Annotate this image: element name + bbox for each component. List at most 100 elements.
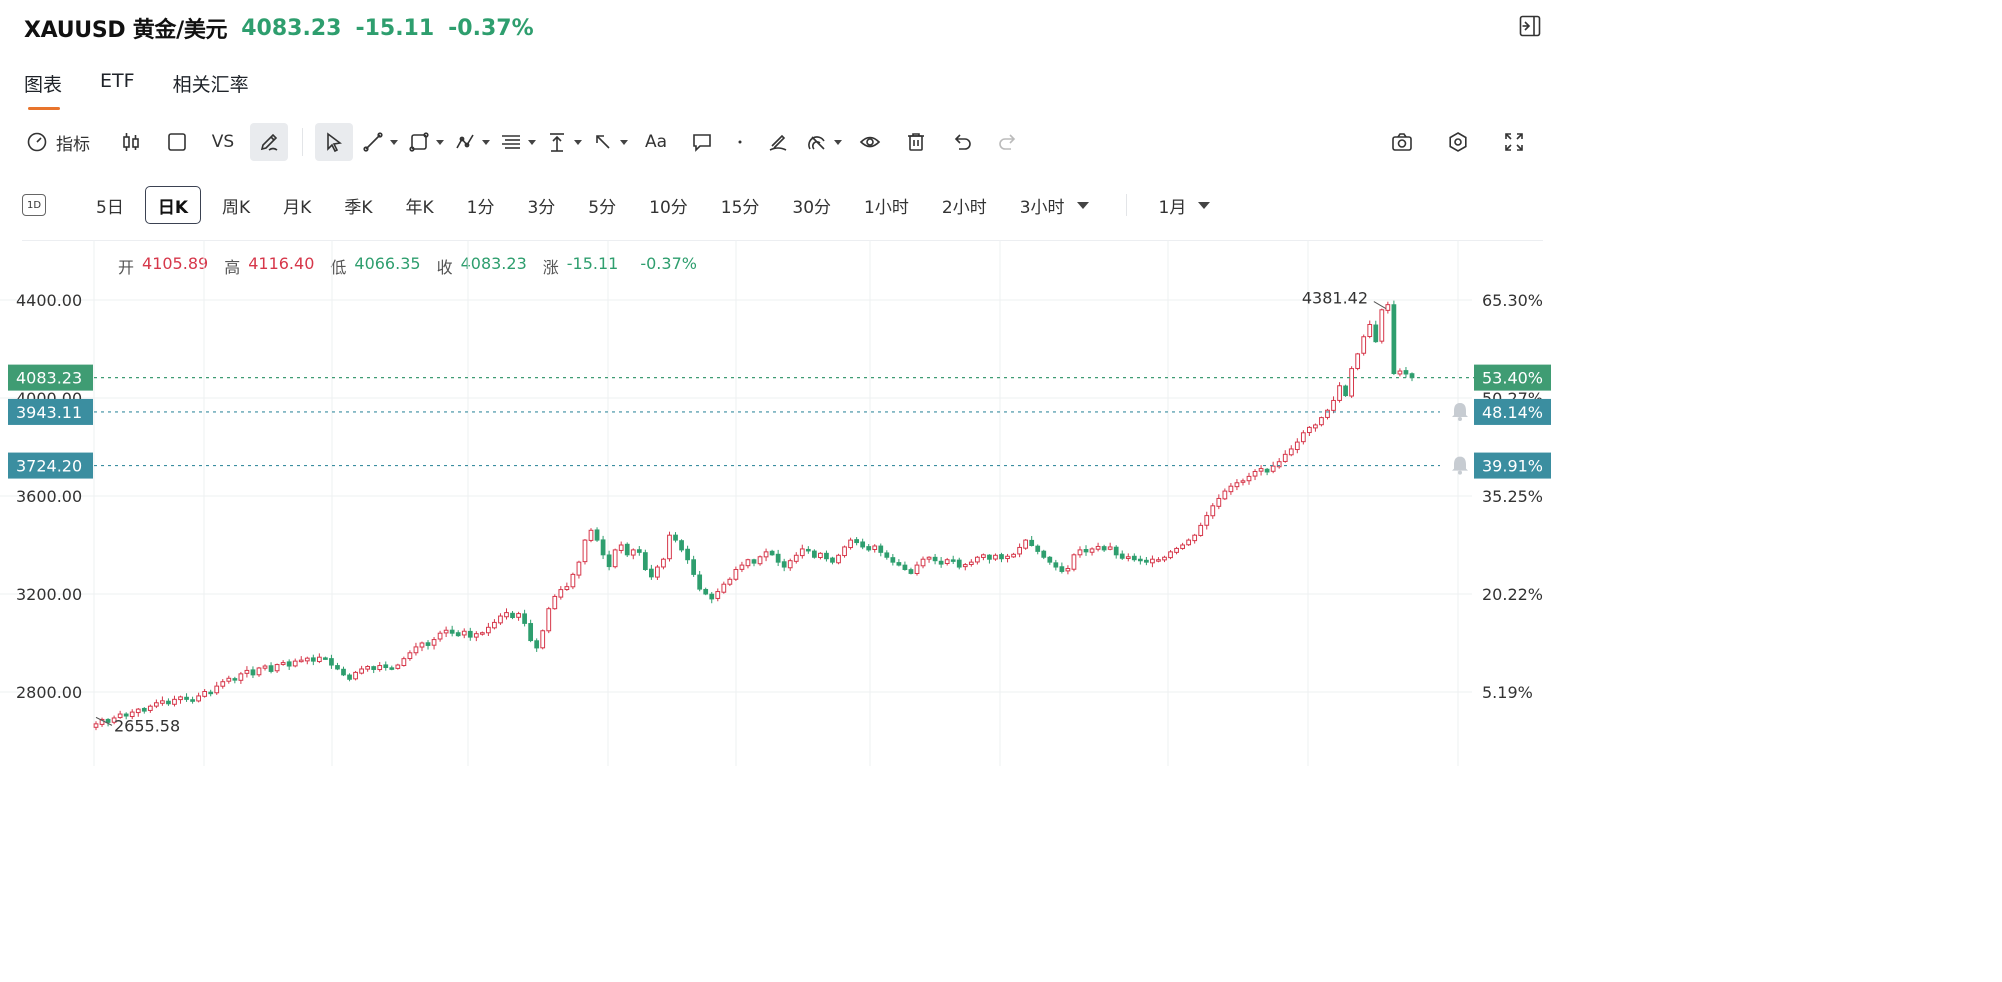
period-10min[interactable]: 10分 xyxy=(649,197,688,218)
visibility-tool[interactable] xyxy=(851,123,889,161)
candle-body xyxy=(1059,566,1065,572)
candle-body xyxy=(950,559,956,562)
alert-pct-tag-bg xyxy=(1474,398,1551,425)
pct-axis-tick-label: 35.25% xyxy=(1482,487,1543,506)
trend-line-icon xyxy=(363,132,383,152)
candlestick-chart[interactable]: 4400.00 65.30%4000.00 50.27%3600.00 35.25%3… xyxy=(0,240,1561,766)
magnet-tool[interactable] xyxy=(805,123,843,161)
range-dropdown[interactable]: 1月 xyxy=(1147,186,1223,224)
period-quarterly[interactable]: 季K xyxy=(344,197,373,218)
candle-body xyxy=(135,708,141,714)
candle-body xyxy=(214,685,220,694)
period-monthly[interactable]: 月K xyxy=(283,197,312,218)
change-pct-value: -0.37% xyxy=(640,254,697,273)
tab-chart[interactable]: 图表 xyxy=(24,70,62,110)
cursor-tool[interactable] xyxy=(315,123,353,161)
candle-body xyxy=(1192,534,1198,542)
tab-etf[interactable]: ETF xyxy=(100,70,135,92)
candle-body xyxy=(498,615,503,624)
period-daily[interactable]: 日K xyxy=(144,186,202,224)
pattern-tool[interactable] xyxy=(453,123,491,161)
fullscreen-button[interactable] xyxy=(1495,123,1533,161)
period-weekly[interactable]: 周K xyxy=(222,197,251,218)
candle-body xyxy=(757,556,763,565)
price-change-pct: -0.37% xyxy=(448,15,534,41)
low-value: 4066.35 xyxy=(354,254,421,273)
candle-body xyxy=(1343,385,1348,397)
bell-icon-shape xyxy=(1452,402,1468,417)
period-yearly[interactable]: 年K xyxy=(405,197,434,218)
delete-tool[interactable] xyxy=(897,123,935,161)
layout-button[interactable] xyxy=(158,123,196,161)
period-1h[interactable]: 1小时 xyxy=(864,197,909,218)
camera-icon xyxy=(1392,133,1412,151)
candle-body xyxy=(787,560,793,569)
candle-body xyxy=(220,681,226,687)
main-tabs: 图表 ETF 相关汇率 xyxy=(24,70,249,110)
period-15min[interactable]: 15分 xyxy=(720,197,760,218)
dot-tool[interactable] xyxy=(729,123,751,161)
draw-toggle-button[interactable] xyxy=(250,123,288,161)
candle-body xyxy=(1367,324,1373,338)
min-marker-line xyxy=(95,716,113,726)
shape-tool[interactable] xyxy=(407,123,445,161)
bell-icon-shape xyxy=(1452,456,1468,471)
candle-body xyxy=(1047,556,1053,563)
candle-body xyxy=(141,707,147,712)
candle-body xyxy=(1325,409,1330,418)
candle-body xyxy=(866,546,872,551)
redo-button[interactable] xyxy=(989,123,1027,161)
candle-body xyxy=(679,540,684,551)
y-axis-tick-label: 3600.00 xyxy=(16,487,82,506)
settings-button[interactable] xyxy=(1439,123,1477,161)
snapshot-button[interactable] xyxy=(1383,123,1421,161)
alert-pct-tag: 48.14% xyxy=(1482,403,1543,422)
last-pct-tag-bg xyxy=(1474,364,1551,391)
drawing-toolbar: 指标 VS Aa xyxy=(22,122,1541,162)
candle-body xyxy=(467,630,473,638)
comment-tool[interactable] xyxy=(683,123,721,161)
period-5d[interactable]: 5日 xyxy=(96,197,124,218)
candle-body xyxy=(612,549,618,568)
candle-body xyxy=(848,539,853,549)
candle-body xyxy=(461,630,467,636)
brush-icon xyxy=(769,134,787,151)
collapse-panel-icon[interactable] xyxy=(1519,15,1541,37)
period-1min[interactable]: 1分 xyxy=(466,197,495,218)
period-30min[interactable]: 30分 xyxy=(792,197,832,218)
compare-vs-button[interactable]: VS xyxy=(211,132,235,152)
arrow-tool[interactable] xyxy=(591,123,629,161)
period-2h[interactable]: 2小时 xyxy=(941,197,987,218)
candle-body xyxy=(1373,324,1379,343)
trend-line-tool[interactable] xyxy=(361,123,399,161)
candle-body xyxy=(836,554,841,564)
candle-body xyxy=(238,673,244,681)
candle-body xyxy=(504,612,509,618)
candle-type-button[interactable] xyxy=(112,123,150,161)
tab-related-fx[interactable]: 相关汇率 xyxy=(172,74,249,96)
candle-body xyxy=(763,551,769,558)
brush-tool[interactable] xyxy=(759,123,797,161)
period-3h-dropdown[interactable]: 3小时 xyxy=(1008,186,1101,224)
candle-body xyxy=(516,613,521,618)
candle-body xyxy=(425,642,431,646)
candle-body xyxy=(618,544,624,551)
fib-tool[interactable] xyxy=(499,123,537,161)
period-5min[interactable]: 5分 xyxy=(588,197,617,218)
period-1d-icon[interactable]: 1D xyxy=(22,194,46,216)
candle-body xyxy=(341,668,346,676)
indicators-button[interactable]: 指标 xyxy=(22,123,94,161)
measure-tool[interactable] xyxy=(545,123,583,161)
text-tool[interactable]: Aa xyxy=(644,132,668,152)
candle-body xyxy=(811,550,817,558)
candle-body xyxy=(286,661,292,667)
candle-body xyxy=(455,632,461,637)
candle-body xyxy=(492,621,497,629)
period-3min[interactable]: 3分 xyxy=(527,197,556,218)
undo-icon xyxy=(954,134,971,150)
pen-icon xyxy=(260,133,278,151)
candle-body xyxy=(739,564,745,570)
candle-body xyxy=(1385,304,1391,311)
undo-button[interactable] xyxy=(943,123,981,161)
candle-body xyxy=(709,593,715,600)
